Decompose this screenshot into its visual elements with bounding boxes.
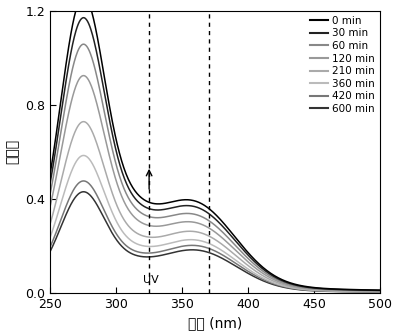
0 min xyxy=(107,102,111,106)
30 min xyxy=(198,206,203,210)
600 min xyxy=(133,253,138,257)
600 min xyxy=(48,250,53,254)
30 min xyxy=(48,182,53,186)
0 min xyxy=(378,288,383,292)
0 min xyxy=(198,201,203,205)
600 min xyxy=(198,248,203,252)
420 min xyxy=(243,267,248,271)
600 min xyxy=(269,282,273,286)
420 min xyxy=(81,179,86,183)
600 min xyxy=(378,290,383,294)
Line: 600 min: 600 min xyxy=(50,192,380,292)
360 min xyxy=(269,280,273,284)
0 min xyxy=(48,173,53,177)
30 min xyxy=(81,16,86,20)
Line: 30 min: 30 min xyxy=(50,18,380,290)
60 min xyxy=(297,285,302,289)
60 min xyxy=(378,289,383,293)
Legend: 0 min, 30 min, 60 min, 120 min, 210 min, 360 min, 420 min, 600 min: 0 min, 30 min, 60 min, 120 min, 210 min,… xyxy=(308,14,377,116)
420 min xyxy=(269,281,273,285)
360 min xyxy=(133,241,138,245)
420 min xyxy=(107,218,111,222)
60 min xyxy=(269,275,273,279)
210 min xyxy=(378,289,383,293)
60 min xyxy=(48,193,53,197)
420 min xyxy=(48,245,53,249)
0 min xyxy=(297,283,302,287)
X-axis label: 波长 (nm): 波长 (nm) xyxy=(188,317,242,330)
Line: 0 min: 0 min xyxy=(50,0,380,290)
120 min xyxy=(107,152,111,156)
420 min xyxy=(378,290,383,294)
360 min xyxy=(198,239,203,243)
360 min xyxy=(81,154,86,158)
30 min xyxy=(243,250,248,254)
600 min xyxy=(107,225,111,229)
360 min xyxy=(243,265,248,269)
210 min xyxy=(297,286,302,290)
600 min xyxy=(243,270,248,274)
60 min xyxy=(81,42,86,46)
420 min xyxy=(297,287,302,291)
120 min xyxy=(198,222,203,226)
360 min xyxy=(107,203,111,207)
120 min xyxy=(269,276,273,280)
Line: 120 min: 120 min xyxy=(50,76,380,291)
Line: 60 min: 60 min xyxy=(50,44,380,291)
120 min xyxy=(297,285,302,289)
120 min xyxy=(133,216,138,220)
30 min xyxy=(133,197,138,201)
Line: 420 min: 420 min xyxy=(50,181,380,292)
Y-axis label: 吸光度: 吸光度 xyxy=(6,139,20,164)
600 min xyxy=(81,190,86,194)
60 min xyxy=(243,254,248,258)
0 min xyxy=(243,247,248,251)
210 min xyxy=(48,222,53,226)
Text: UV: UV xyxy=(142,275,158,285)
210 min xyxy=(81,120,86,124)
60 min xyxy=(107,132,111,136)
210 min xyxy=(198,230,203,235)
0 min xyxy=(133,190,138,194)
60 min xyxy=(133,206,138,210)
30 min xyxy=(378,288,383,292)
360 min xyxy=(297,287,302,291)
60 min xyxy=(198,214,203,218)
30 min xyxy=(297,284,302,288)
120 min xyxy=(243,257,248,261)
420 min xyxy=(198,244,203,248)
210 min xyxy=(107,181,111,185)
120 min xyxy=(48,205,53,209)
120 min xyxy=(81,74,86,78)
30 min xyxy=(269,273,273,277)
120 min xyxy=(378,289,383,293)
210 min xyxy=(269,278,273,282)
420 min xyxy=(133,249,138,253)
360 min xyxy=(378,290,383,294)
210 min xyxy=(133,230,138,234)
30 min xyxy=(107,116,111,120)
210 min xyxy=(243,261,248,265)
360 min xyxy=(48,236,53,240)
Line: 360 min: 360 min xyxy=(50,156,380,292)
600 min xyxy=(297,288,302,292)
Line: 210 min: 210 min xyxy=(50,122,380,291)
0 min xyxy=(269,271,273,276)
